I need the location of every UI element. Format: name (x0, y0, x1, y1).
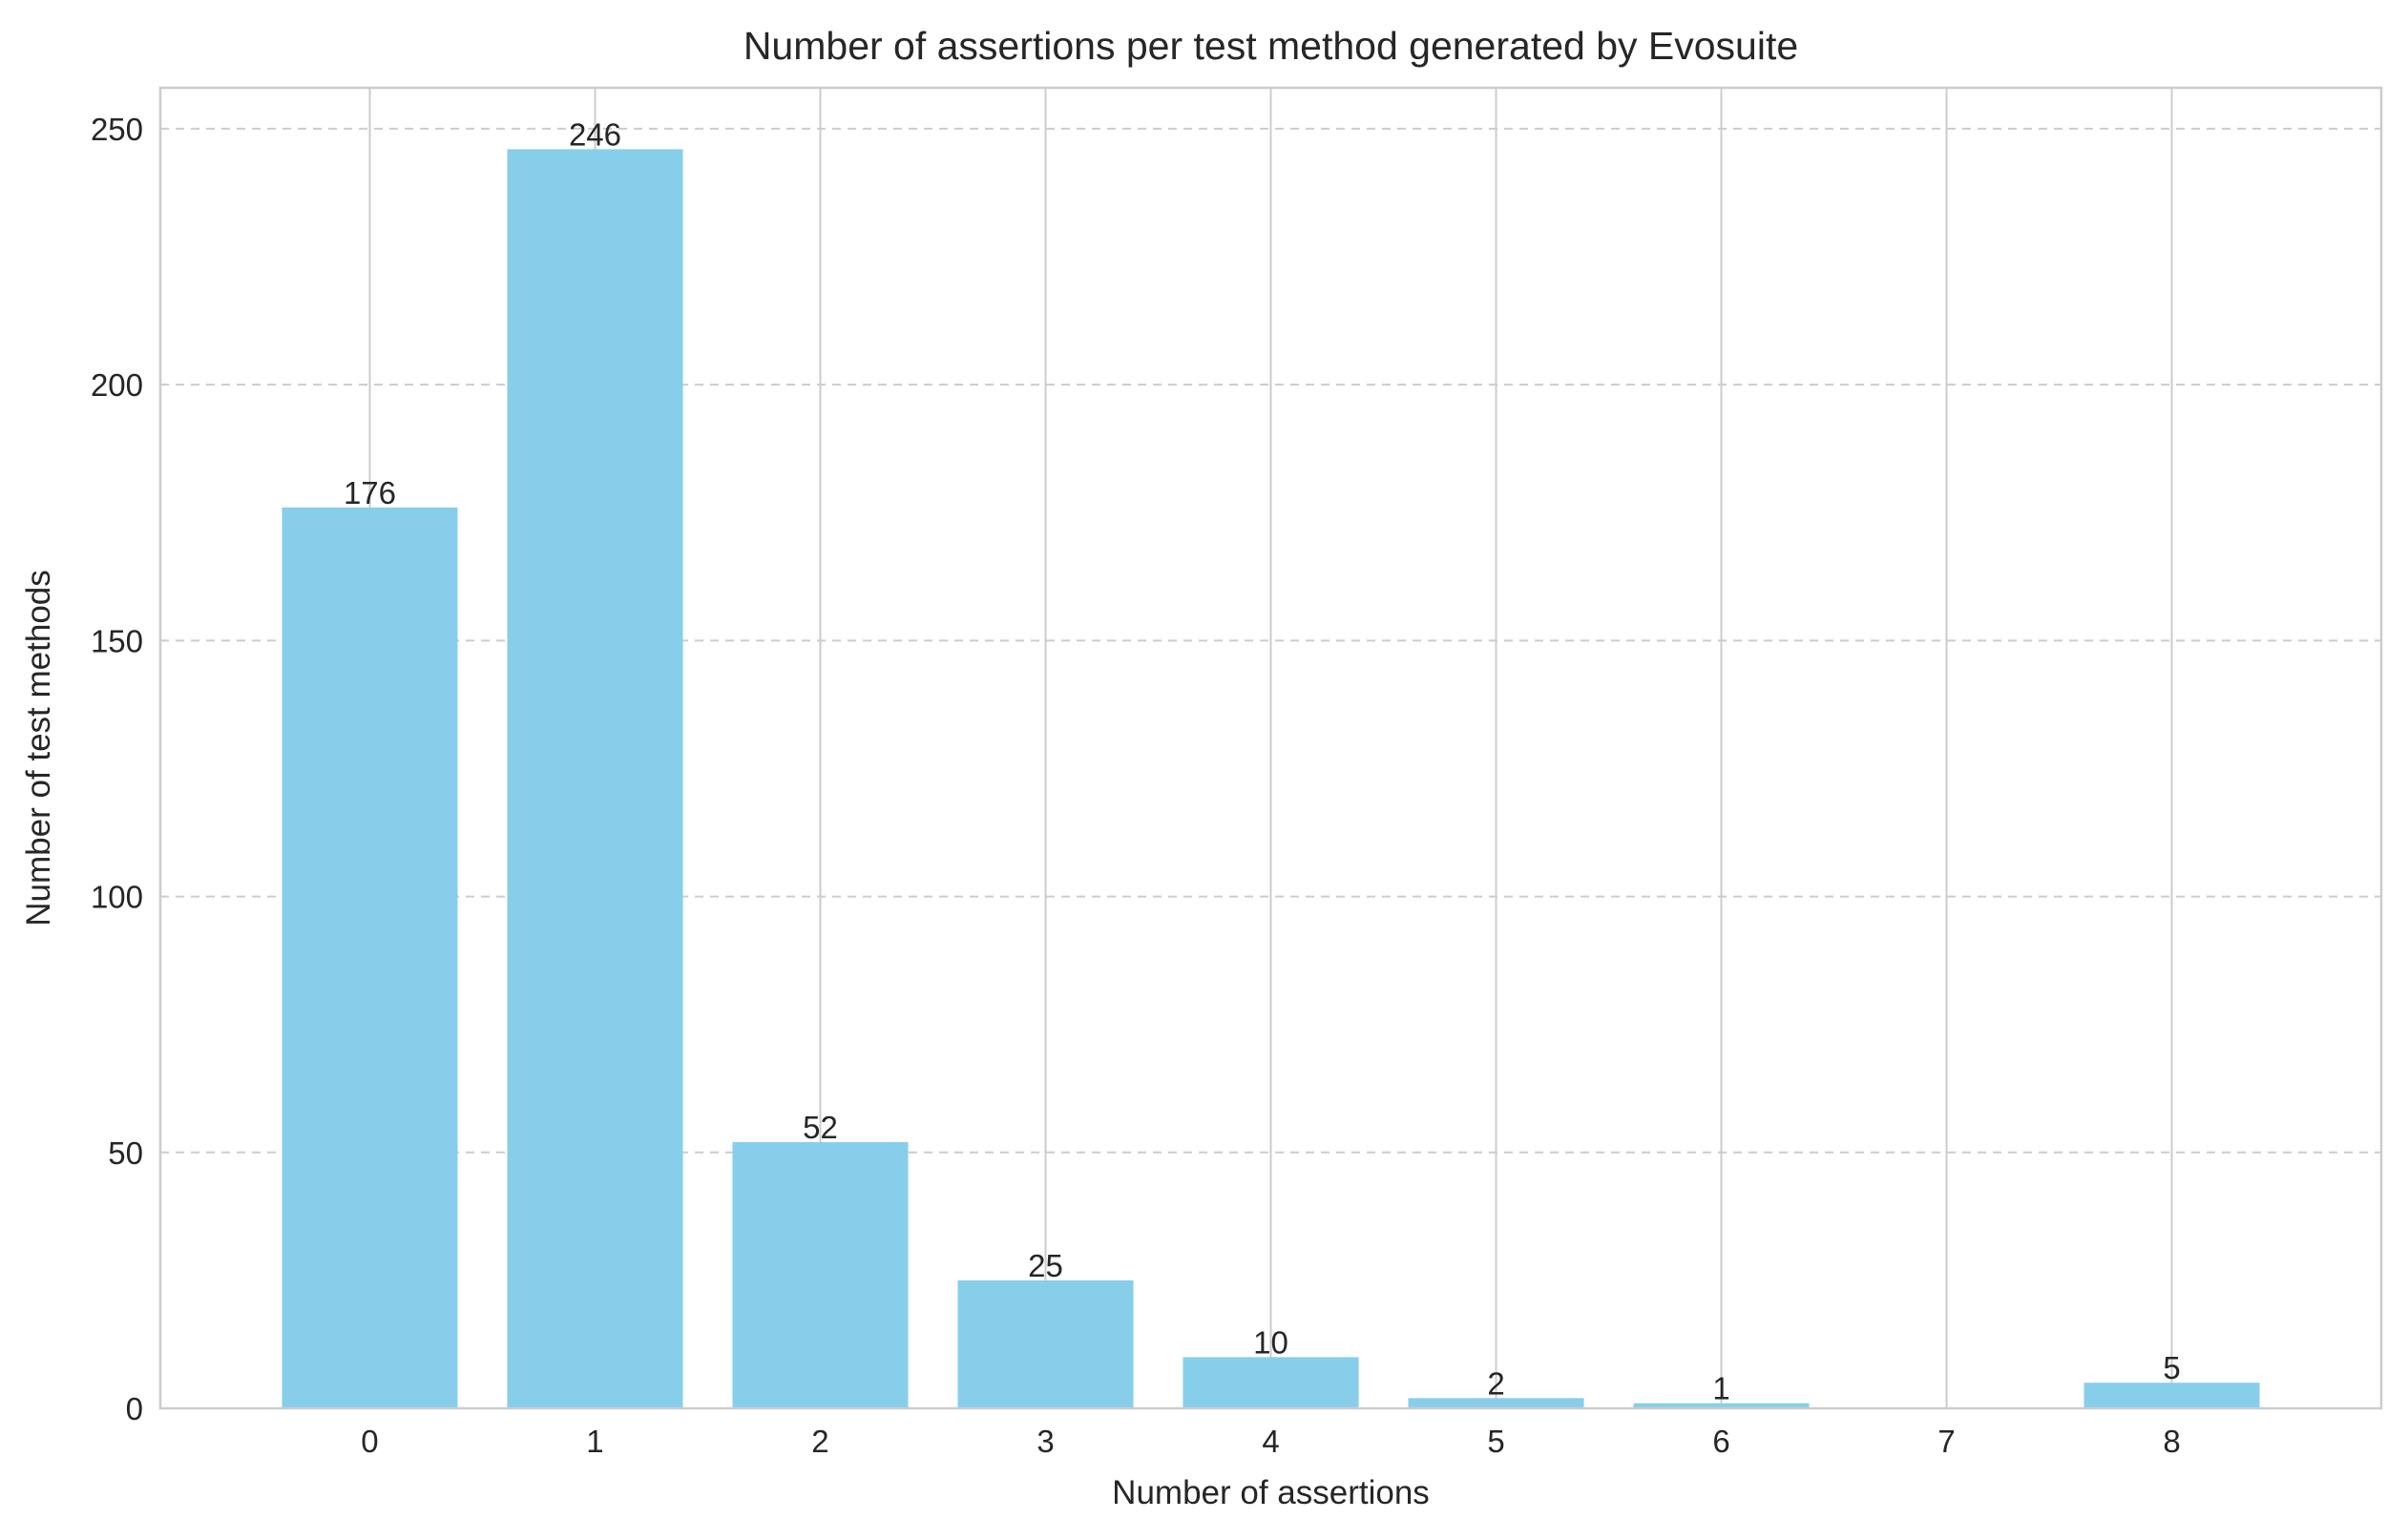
y-tick-label: 100 (91, 880, 143, 915)
bar (732, 1142, 909, 1408)
x-tick-label: 3 (1036, 1424, 1054, 1459)
bar-value-label: 1 (1712, 1371, 1729, 1406)
bar (1633, 1403, 1810, 1408)
bar (282, 507, 458, 1408)
y-tick-label: 200 (91, 367, 143, 403)
x-tick-label: 1 (586, 1424, 603, 1459)
bar (2083, 1383, 2260, 1408)
y-tick-label: 150 (91, 623, 143, 658)
bar-value-label: 10 (1253, 1324, 1288, 1360)
y-tick-label: 0 (126, 1391, 143, 1426)
x-tick-label: 4 (1262, 1424, 1279, 1459)
x-axis-label: Number of assertions (1112, 1474, 1430, 1511)
bar-value-label: 2 (1487, 1365, 1504, 1401)
plot-frame (158, 86, 2383, 1410)
x-tick-label: 6 (1712, 1424, 1729, 1459)
bars (282, 149, 2260, 1409)
bar-value-label: 52 (803, 1110, 838, 1145)
bar-value-label: 25 (1028, 1248, 1063, 1283)
y-tick-labels: 0 50 100 150 200 250 (91, 112, 143, 1426)
x-tick-label: 8 (2163, 1424, 2180, 1459)
x-tick-labels: 0 1 2 3 4 5 6 7 8 (361, 1424, 2180, 1459)
chart-title: Number of assertions per test method gen… (743, 24, 1798, 68)
bar (957, 1280, 1134, 1408)
x-tick-label: 2 (811, 1424, 828, 1459)
bar (507, 149, 683, 1409)
bar (1183, 1357, 1359, 1408)
x-tick-label: 5 (1487, 1424, 1504, 1459)
x-tick-label: 0 (361, 1424, 378, 1459)
bar-value-label: 246 (569, 116, 621, 152)
grid-lines (160, 88, 2381, 1408)
y-tick-label: 250 (91, 112, 143, 147)
y-axis-label: Number of test methods (20, 570, 57, 926)
bar-value-label: 5 (2163, 1350, 2180, 1385)
bar-value-label: 176 (344, 475, 396, 510)
y-tick-label: 50 (108, 1135, 143, 1171)
x-tick-label: 7 (1937, 1424, 1955, 1459)
data-labels: 176 246 52 25 10 2 1 5 (344, 116, 2181, 1405)
bar (1408, 1398, 1584, 1408)
